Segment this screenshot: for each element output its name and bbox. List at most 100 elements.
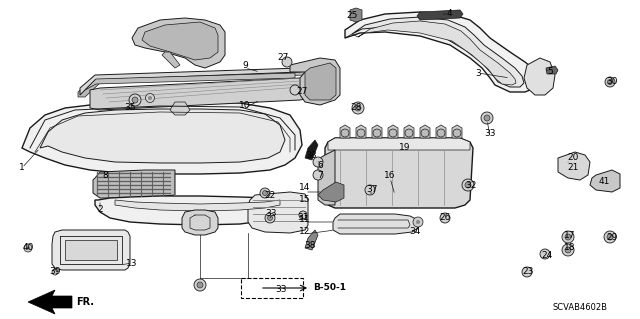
Circle shape [607, 79, 612, 85]
Text: 32: 32 [465, 181, 477, 189]
Circle shape [341, 129, 349, 137]
Polygon shape [404, 125, 414, 138]
Circle shape [313, 170, 323, 180]
Circle shape [197, 282, 203, 288]
Polygon shape [333, 214, 418, 234]
Circle shape [405, 129, 413, 137]
Circle shape [313, 157, 323, 167]
Polygon shape [95, 196, 290, 225]
Text: 17: 17 [564, 231, 576, 240]
Text: 19: 19 [399, 144, 411, 152]
Text: 35: 35 [124, 103, 136, 113]
Polygon shape [40, 109, 285, 163]
Polygon shape [345, 12, 538, 92]
Text: 27: 27 [277, 53, 289, 62]
Polygon shape [417, 10, 463, 20]
Polygon shape [352, 17, 524, 87]
Text: 22: 22 [264, 190, 276, 199]
Polygon shape [318, 150, 335, 205]
Text: 20: 20 [567, 153, 579, 162]
Circle shape [522, 267, 532, 277]
Circle shape [462, 179, 474, 191]
Polygon shape [356, 125, 366, 138]
Text: 39: 39 [49, 268, 61, 277]
Text: 5: 5 [547, 68, 553, 77]
Polygon shape [524, 58, 555, 95]
Polygon shape [28, 290, 72, 314]
Polygon shape [558, 152, 590, 180]
Text: 1: 1 [19, 164, 25, 173]
Polygon shape [305, 140, 318, 160]
Text: 27: 27 [296, 87, 308, 97]
Polygon shape [248, 192, 308, 233]
Polygon shape [132, 18, 225, 68]
Circle shape [246, 279, 258, 291]
Text: 3: 3 [475, 69, 481, 78]
Text: 38: 38 [304, 241, 316, 249]
Text: 33: 33 [265, 209, 276, 218]
Polygon shape [90, 78, 310, 110]
Text: 12: 12 [300, 227, 310, 236]
Circle shape [421, 129, 429, 137]
Polygon shape [85, 73, 295, 90]
Polygon shape [170, 102, 190, 115]
Polygon shape [78, 68, 320, 97]
Circle shape [132, 97, 138, 103]
Circle shape [373, 129, 381, 137]
Circle shape [365, 185, 375, 195]
Polygon shape [142, 22, 218, 60]
Polygon shape [436, 125, 446, 138]
Polygon shape [305, 63, 336, 100]
Text: 18: 18 [564, 243, 576, 253]
Text: 16: 16 [384, 170, 396, 180]
Text: 4: 4 [446, 10, 452, 19]
Circle shape [607, 234, 613, 240]
Polygon shape [52, 230, 130, 270]
Text: 10: 10 [239, 100, 251, 109]
Polygon shape [590, 170, 620, 192]
Circle shape [481, 112, 493, 124]
Text: 11: 11 [300, 216, 311, 225]
Text: 38: 38 [305, 151, 317, 160]
Text: 8: 8 [102, 170, 108, 180]
Text: 33: 33 [484, 129, 496, 137]
Circle shape [260, 188, 270, 198]
Polygon shape [372, 125, 382, 138]
Circle shape [352, 102, 364, 114]
Circle shape [267, 285, 277, 295]
Circle shape [129, 94, 141, 106]
Text: B-50-1: B-50-1 [313, 284, 346, 293]
Polygon shape [388, 125, 398, 138]
Text: FR.: FR. [76, 297, 94, 307]
Circle shape [440, 213, 450, 223]
Circle shape [437, 129, 445, 137]
Polygon shape [182, 210, 218, 235]
Text: SCVAB4602B: SCVAB4602B [552, 303, 607, 313]
FancyBboxPatch shape [241, 278, 303, 298]
Circle shape [565, 234, 571, 240]
Polygon shape [93, 170, 175, 198]
Text: 6: 6 [317, 160, 323, 169]
Text: 21: 21 [567, 164, 579, 173]
Circle shape [24, 244, 32, 252]
Circle shape [605, 77, 615, 87]
Circle shape [413, 217, 423, 227]
Text: 2: 2 [97, 205, 103, 214]
Circle shape [416, 220, 420, 224]
Circle shape [453, 129, 461, 137]
Polygon shape [340, 125, 350, 138]
Circle shape [299, 211, 307, 219]
Text: 13: 13 [126, 258, 138, 268]
Text: 33: 33 [275, 285, 287, 293]
Circle shape [26, 247, 29, 249]
Polygon shape [452, 125, 462, 138]
Circle shape [262, 190, 268, 196]
Text: 41: 41 [598, 177, 610, 187]
Polygon shape [115, 200, 280, 211]
Circle shape [269, 287, 275, 293]
Polygon shape [305, 230, 318, 250]
Polygon shape [546, 66, 558, 74]
Polygon shape [325, 138, 473, 208]
Polygon shape [22, 102, 302, 174]
Circle shape [282, 57, 292, 67]
